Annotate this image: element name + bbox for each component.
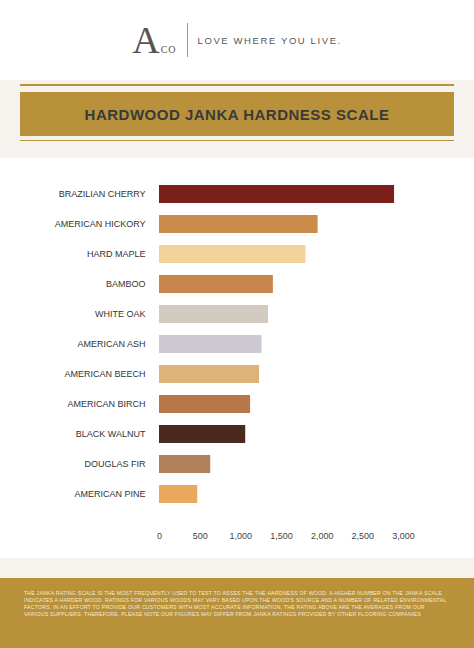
html-text:THE JANKA RATING SCALE IS THE: THE JANKA RATING SCALE IS THE MOST FREQU… <box>24 590 447 617</box>
svg-text:AMERICAN BIRCH: AMERICAN BIRCH <box>67 399 145 409</box>
svg-text:1,500: 1,500 <box>270 531 293 541</box>
html-text:LOVE WHERE YOU LIVE.: LOVE WHERE YOU LIVE. <box>197 34 342 46</box>
svg-text:AMERICAN PINE: AMERICAN PINE <box>74 489 145 499</box>
html-text:A: A <box>132 19 160 61</box>
svg-text:BRAZILIAN CHERRY: BRAZILIAN CHERRY <box>59 189 146 199</box>
svg-text:500: 500 <box>193 531 208 541</box>
svg-text:1,000: 1,000 <box>230 531 253 541</box>
svg-text:WHITE OAK: WHITE OAK <box>95 309 146 319</box>
svg-text:AMERICAN BEECH: AMERICAN BEECH <box>64 369 145 379</box>
svg-text:0: 0 <box>157 531 162 541</box>
svg-text:DOUGLAS FIR: DOUGLAS FIR <box>84 459 146 469</box>
svg-text:2,500: 2,500 <box>352 531 375 541</box>
svg-text:AMERICAN HICKORY: AMERICAN HICKORY <box>55 219 146 229</box>
svg-text:BAMBOO: BAMBOO <box>106 279 146 289</box>
svg-text:2,000: 2,000 <box>311 531 334 541</box>
html-text:HARDWOOD JANKA HARDNESS SCALE: HARDWOOD JANKA HARDNESS SCALE <box>84 105 390 123</box>
svg-text:3,000: 3,000 <box>392 531 415 541</box>
html-text:CO: CO <box>160 44 177 55</box>
svg-text:AMERICAN ASH: AMERICAN ASH <box>77 339 145 349</box>
svg-text:HARD MAPLE: HARD MAPLE <box>87 249 146 259</box>
svg-text:BLACK WALNUT: BLACK WALNUT <box>76 429 146 439</box>
